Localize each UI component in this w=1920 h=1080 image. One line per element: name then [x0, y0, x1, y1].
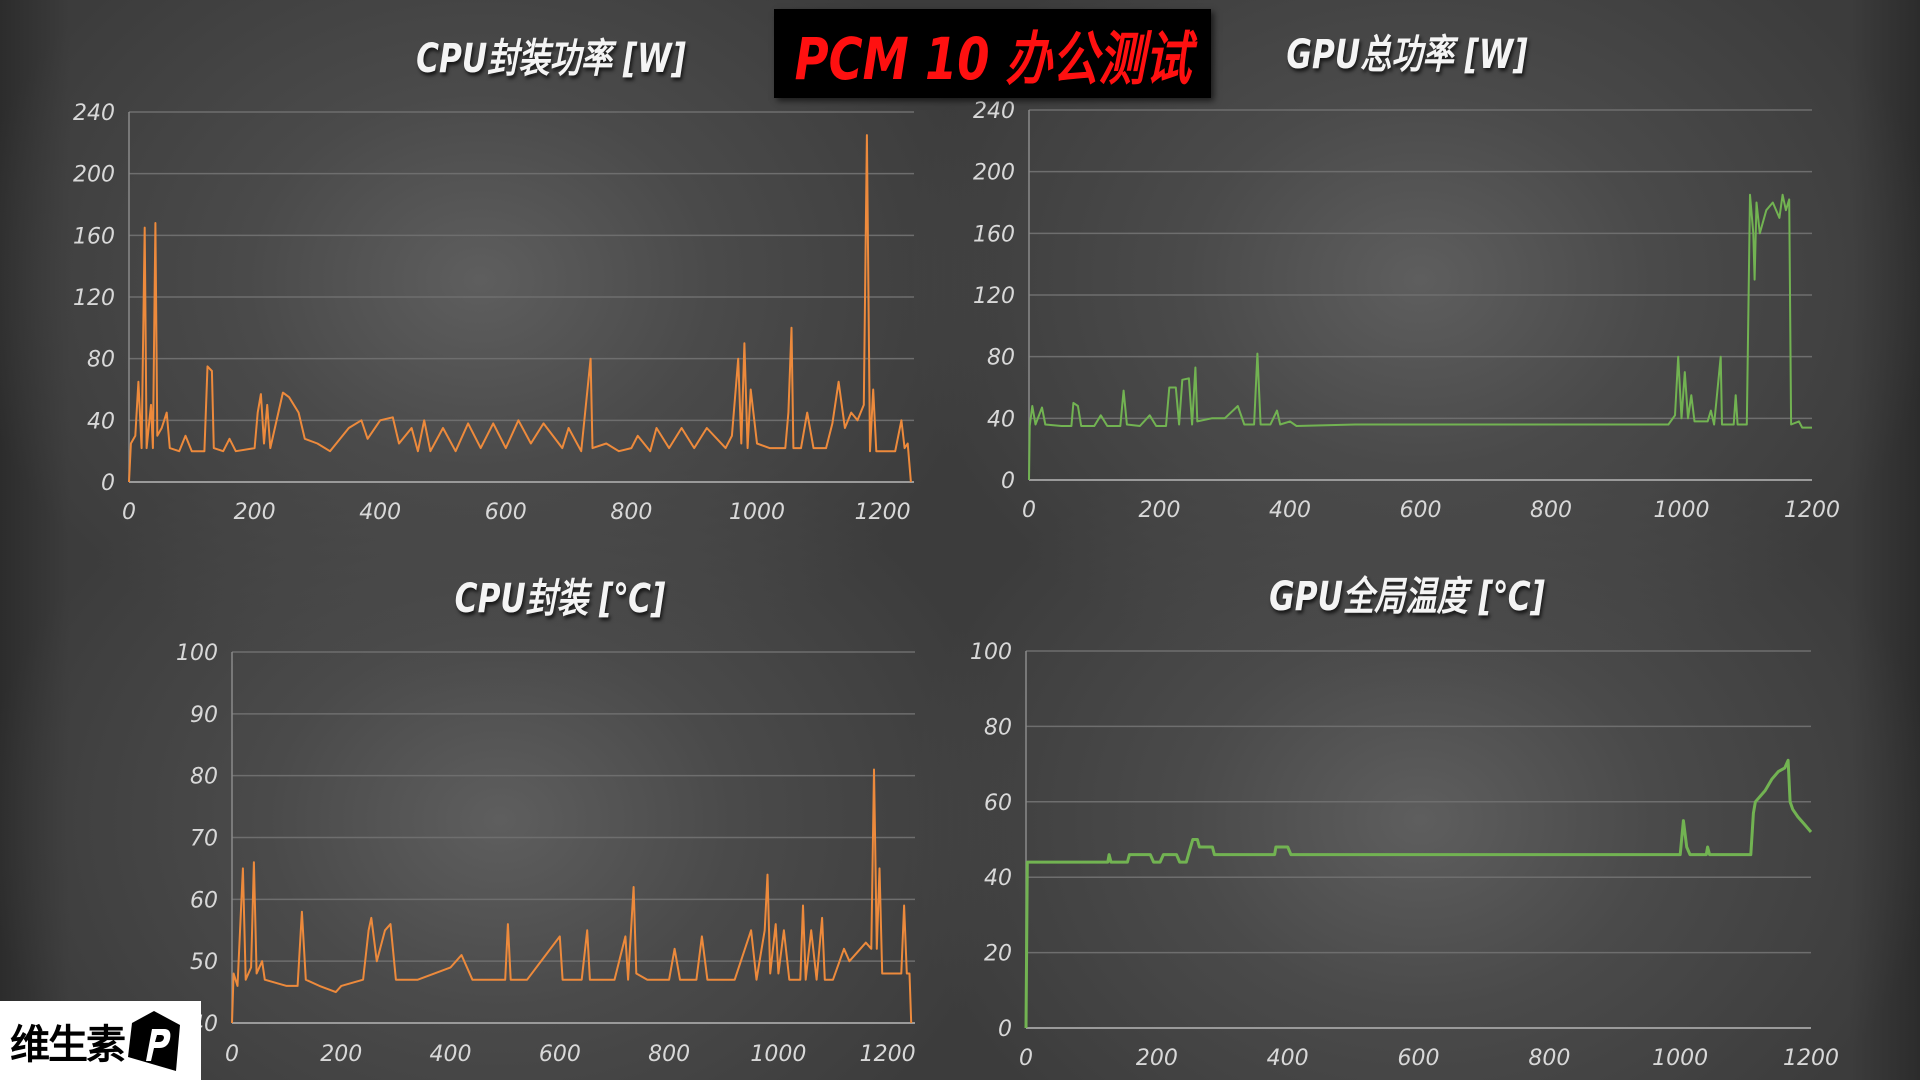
y-tick-label: 80	[987, 346, 1015, 371]
x-tick-label: 1000	[1654, 498, 1710, 523]
x-tick-label: 800	[1528, 1046, 1570, 1071]
x-tick-label: 1200	[855, 500, 911, 525]
x-tick-label: 0	[225, 1042, 239, 1067]
x-tick-label: 400	[1269, 498, 1311, 523]
y-tick-label: 0	[998, 1017, 1012, 1042]
chart-title-gpu-power: GPU总功率 [W]	[1286, 32, 1528, 78]
y-tick-label: 70	[190, 827, 218, 852]
series-line	[1024, 758, 1813, 1029]
y-tick-label: 90	[190, 703, 218, 728]
y-tick-label: 50	[190, 950, 218, 975]
y-tick-label: 60	[984, 791, 1012, 816]
y-tick-label: 0	[101, 471, 115, 496]
y-tick-label: 40	[987, 407, 1015, 432]
y-tick-label: 60	[190, 888, 218, 913]
x-tick-label: 1000	[750, 1042, 806, 1067]
y-tick-label: 0	[1001, 469, 1015, 494]
x-tick-label: 800	[648, 1042, 690, 1067]
chart-title-cpu-temp: CPU封装 [℃]	[454, 576, 666, 622]
x-tick-label: 200	[320, 1042, 362, 1067]
logo-p-mark-icon	[128, 1010, 180, 1071]
x-tick-label: 600	[485, 500, 527, 525]
series-line	[1028, 193, 1812, 481]
y-tick-label: 80	[984, 715, 1012, 740]
y-tick-label: 120	[73, 286, 115, 311]
y-tick-label: 80	[87, 348, 115, 373]
x-tick-label: 1000	[1652, 1046, 1708, 1071]
x-tick-label: 0	[1022, 498, 1036, 523]
chart-title-cpu-power: CPU封装功率 [W]	[416, 36, 686, 82]
x-tick-label: 400	[1267, 1046, 1309, 1071]
y-tick-label: 40	[87, 409, 115, 434]
y-tick-label: 40	[984, 866, 1012, 891]
y-tick-label: 100	[176, 641, 218, 666]
header-banner: PCM 10 办公测试	[774, 9, 1211, 98]
y-tick-label: 240	[73, 101, 115, 126]
header-title: PCM 10 办公测试	[794, 24, 1191, 93]
x-tick-label: 400	[430, 1042, 472, 1067]
y-tick-label: 80	[190, 765, 218, 790]
x-tick-label: 1000	[729, 500, 785, 525]
x-tick-label: 800	[610, 500, 652, 525]
chart-title-gpu-temp: GPU全局温度 [℃]	[1269, 574, 1545, 620]
logo: 维生素	[0, 1001, 201, 1080]
x-tick-label: 1200	[860, 1042, 916, 1067]
x-tick-label: 600	[539, 1042, 581, 1067]
x-tick-label: 400	[359, 500, 401, 525]
x-tick-label: 1200	[1784, 498, 1840, 523]
x-tick-label: 600	[1398, 1046, 1440, 1071]
x-tick-label: 0	[122, 500, 136, 525]
x-tick-label: 800	[1530, 498, 1572, 523]
y-tick-label: 240	[973, 99, 1015, 124]
x-tick-label: 1200	[1783, 1046, 1839, 1071]
x-tick-label: 0	[1019, 1046, 1033, 1071]
y-tick-label: 120	[973, 284, 1015, 309]
x-tick-label: 200	[234, 500, 276, 525]
series-line	[128, 134, 912, 483]
y-tick-label: 100	[970, 640, 1012, 665]
x-tick-label: 200	[1139, 498, 1181, 523]
y-tick-label: 20	[984, 942, 1012, 967]
series-line	[231, 768, 913, 1024]
x-tick-label: 600	[1400, 498, 1442, 523]
x-tick-label: 200	[1136, 1046, 1178, 1071]
y-tick-label: 160	[73, 224, 115, 249]
y-tick-label: 160	[973, 222, 1015, 247]
y-tick-label: 200	[73, 163, 115, 188]
logo-text: 维生素	[10, 1021, 126, 1068]
y-tick-label: 200	[973, 161, 1015, 186]
